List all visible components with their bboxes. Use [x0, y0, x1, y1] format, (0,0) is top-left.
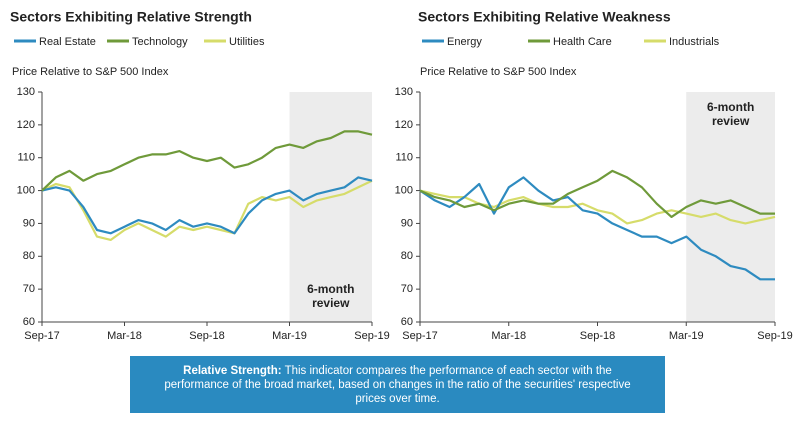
y-tick-label: 80: [401, 250, 413, 262]
y-tick-label: 130: [17, 86, 35, 98]
legend-label: Energy: [447, 36, 482, 48]
y-tick-label: 110: [395, 152, 413, 164]
x-tick-label: Sep-17: [24, 330, 59, 342]
y-tick-label: 70: [23, 283, 35, 295]
shade-label: 6-month review: [307, 282, 355, 310]
x-tick-label: Mar-19: [272, 330, 307, 342]
caption-box: Relative Strength: This indicator compar…: [130, 356, 665, 413]
y-tick-label: 90: [401, 217, 413, 229]
x-tick-label: Sep-17: [402, 330, 437, 342]
y-axis-label: Price Relative to S&P 500 Index: [12, 66, 169, 78]
x-tick-label: Sep-19: [757, 330, 792, 342]
x-tick-label: Sep-18: [580, 330, 615, 342]
y-tick-label: 90: [23, 217, 35, 229]
y-tick-label: 80: [23, 250, 35, 262]
legend-label: Technology: [132, 36, 188, 48]
x-tick-label: Mar-18: [107, 330, 142, 342]
x-tick-label: Mar-18: [491, 330, 526, 342]
series-line: [419, 169, 775, 218]
x-tick-label: Sep-18: [189, 330, 224, 342]
y-tick-label: 130: [395, 86, 413, 98]
legend-label: Health Care: [553, 36, 612, 48]
y-axis-label: Price Relative to S&P 500 Index: [420, 66, 577, 78]
legend-label: Real Estate: [39, 36, 96, 48]
series-line: [41, 130, 373, 192]
y-tick-label: 110: [17, 152, 35, 164]
y-tick-label: 70: [401, 283, 413, 295]
y-tick-label: 60: [23, 316, 35, 328]
chart-title: Sectors Exhibiting Relative Weakness: [418, 9, 671, 25]
y-tick-label: 120: [395, 119, 413, 131]
caption-text: This indicator compares the performance …: [164, 365, 631, 405]
y-tick-label: 60: [401, 316, 413, 328]
chart-title: Sectors Exhibiting Relative Strength: [10, 9, 252, 25]
x-tick-label: Sep-19: [354, 330, 389, 342]
y-tick-label: 120: [17, 119, 35, 131]
caption-label: Relative Strength:: [183, 365, 282, 377]
legend-label: Industrials: [669, 36, 720, 48]
legend-label: Utilities: [229, 36, 265, 48]
series-line: [419, 176, 775, 281]
review-shade: [686, 92, 775, 322]
y-tick-label: 100: [395, 184, 413, 196]
x-tick-label: Mar-19: [669, 330, 704, 342]
y-tick-label: 100: [17, 184, 35, 196]
shade-label: 6-month review: [706, 100, 755, 128]
series-line: [41, 179, 373, 241]
series-line: [41, 176, 373, 235]
